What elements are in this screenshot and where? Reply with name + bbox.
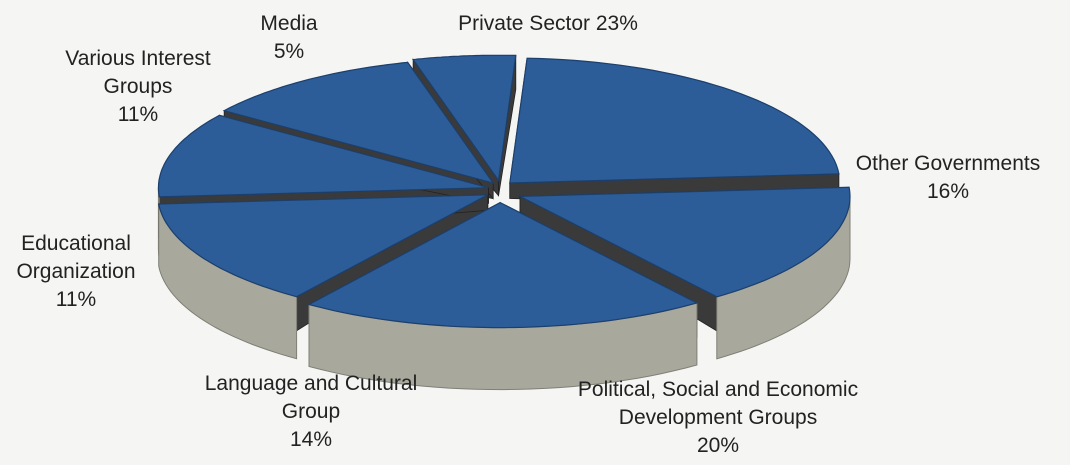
pie-slice-6 [412, 54, 517, 182]
label-educational-line-3: 11% [55, 288, 97, 311]
label-educational-organization: Educational Organization 11% [16, 230, 135, 314]
label-educational-line-1: Educational [21, 232, 131, 255]
label-various-line-1: Various Interest [65, 47, 211, 70]
label-media: Media 5% [260, 10, 317, 66]
label-educational-line-2: Organization [16, 260, 136, 283]
label-various-line-3: 11% [117, 103, 159, 126]
pie-slice-2 [307, 201, 699, 329]
pie-slice-5 [222, 61, 495, 185]
label-private-sector-line-1: Private Sector 23% [458, 12, 638, 35]
label-political-line-1: Political, Social and Economic [577, 378, 859, 401]
label-political-line-3: 20% [696, 434, 740, 457]
label-language-line-1: Language and Cultural [204, 372, 418, 395]
label-media-line-1: Media [260, 12, 318, 35]
pie-slice-3 [157, 194, 489, 298]
label-language-cultural: Language and Cultural Group 14% [205, 370, 418, 454]
label-language-line-2: Group [281, 400, 341, 423]
label-political-social-economic: Political, Social and Economic Developme… [578, 376, 858, 460]
label-other-governments-line-1: Other Governments [855, 152, 1041, 175]
label-other-governments-line-2: 16% [926, 180, 970, 203]
label-language-line-3: 14% [289, 428, 333, 451]
pie-slice-0 [509, 57, 840, 184]
label-other-governments: Other Governments 16% [856, 150, 1040, 206]
pie-slice-4 [157, 114, 489, 198]
label-media-line-2: 5% [273, 40, 305, 63]
pie-slice-1 [519, 186, 851, 298]
label-various-line-2: Groups [103, 75, 173, 98]
label-private-sector: Private Sector 23% [458, 10, 638, 38]
pie-tops [157, 54, 851, 329]
label-political-line-2: Development Groups [618, 406, 818, 429]
label-various-interest-groups: Various Interest Groups 11% [65, 45, 211, 129]
